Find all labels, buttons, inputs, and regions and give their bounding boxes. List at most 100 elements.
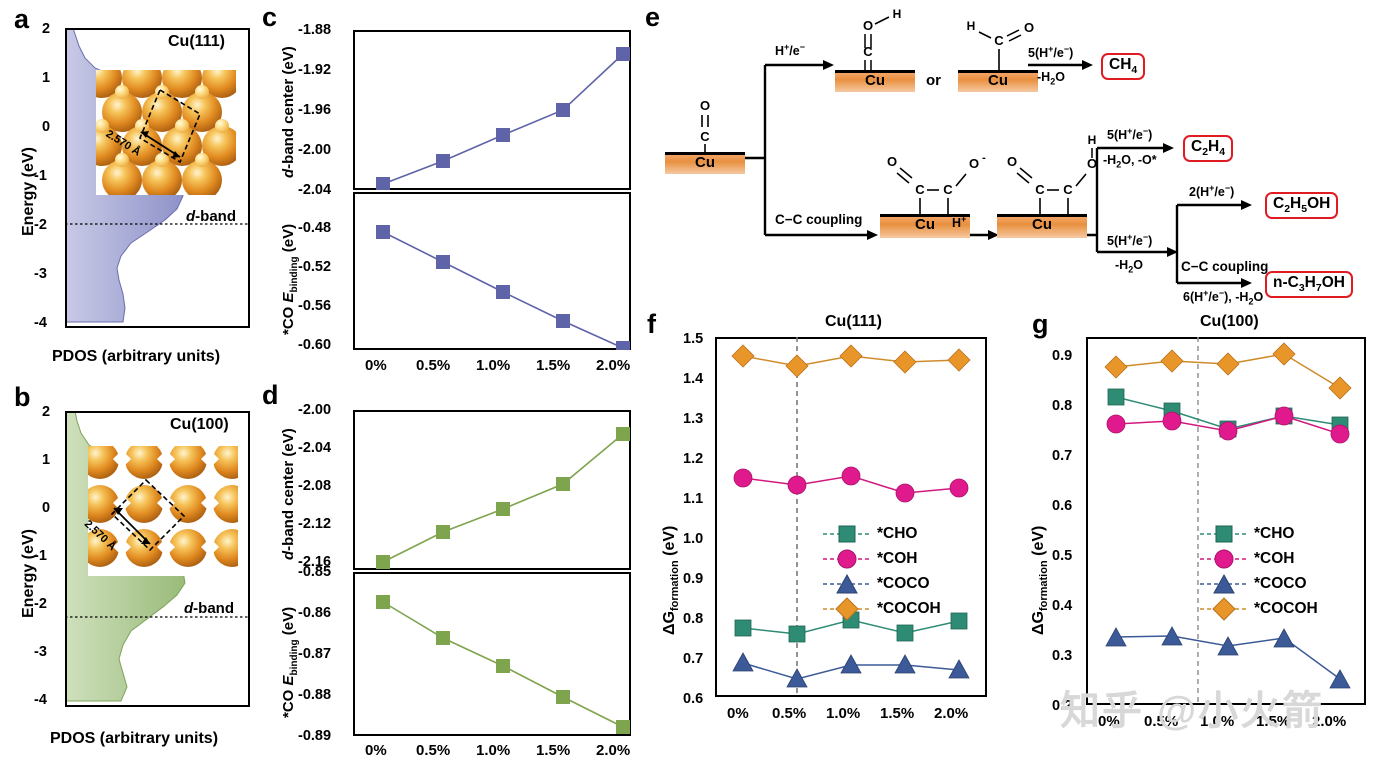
panel-f-ytick-0: 1.5 xyxy=(683,331,704,347)
svg-text:O: O xyxy=(887,154,897,169)
panel-d: d d-band center (eV) -2.00 -2.04 -2.08 -… xyxy=(258,378,643,762)
panel-b-inset-title: Cu(100) xyxy=(170,416,229,433)
panel-e-c3h7oh-arrow-bottom-label: 6(H+/e−), -H2O xyxy=(1183,288,1264,307)
panel-d-top-ytick-1: -2.04 xyxy=(298,440,332,456)
panel-f-xtick-3: 1.5% xyxy=(880,705,915,722)
panel-g-xtick-0: 0% xyxy=(1098,713,1120,730)
panel-c-bot-ytick-2: -0.56 xyxy=(298,298,332,314)
panel-c-top-ytick-0: -1.88 xyxy=(298,22,332,38)
panel-d-bottom-series xyxy=(376,595,630,734)
panel-b-ytick-5: -3 xyxy=(34,644,47,660)
panel-f-ylabel: ΔGformation (eV) xyxy=(661,525,682,635)
panel-f-legend-label-1: *COH xyxy=(877,550,918,567)
panel-a-inset-structure xyxy=(96,70,236,195)
panel-d-top-ylabel: d-band center (eV) xyxy=(280,428,297,560)
panel-g-ytick-2: 0.7 xyxy=(1052,448,1073,464)
panel-c-xtick-0: 0% xyxy=(365,357,387,374)
panel-d-xtick-3: 1.5% xyxy=(536,742,571,759)
panel-g-ytick-0: 0.9 xyxy=(1052,348,1073,364)
panel-g-title: Cu(100) xyxy=(1200,313,1259,330)
panel-e-cu-slab-cocoh: Cu xyxy=(997,214,1087,238)
svg-text:C: C xyxy=(1063,182,1073,197)
watermark: 知乎 @小火箭 xyxy=(1060,689,1325,733)
panel-e-reactant-co: O C xyxy=(665,96,745,162)
panel-d-top-ytick-3: -2.12 xyxy=(298,516,332,532)
panel-c-bottom-frame xyxy=(353,192,631,350)
panel-e-c2h4-arrow-top-label: 5(H+/e−) xyxy=(1107,126,1153,143)
panel-g-ytick-5: 0.4 xyxy=(1052,598,1073,614)
panel-b: b Energy (eV) 2 1 0 -1 -2 -3 -4 xyxy=(0,380,255,762)
panel-a-label: a xyxy=(14,4,30,34)
panel-b-ytick-2: 0 xyxy=(42,500,51,516)
panel-d-bot-ytick-3: -0.88 xyxy=(298,687,332,703)
panel-f-ytick-8: 0.7 xyxy=(683,651,704,667)
panel-g-xtick-1: 0.5% xyxy=(1144,713,1179,730)
panel-f-legend-label-0: *CHO xyxy=(877,525,918,542)
panel-f-ytick-2: 1.3 xyxy=(683,411,704,427)
panel-f-ytick-5: 1.0 xyxy=(683,531,704,547)
panel-g-label: g xyxy=(1032,309,1049,339)
panel-d-xtick-1: 0.5% xyxy=(416,742,451,759)
svg-text:-: - xyxy=(982,152,986,164)
panel-b-dband-label: d-band xyxy=(184,600,234,617)
panel-g-xtick-4: 2.0% xyxy=(1312,713,1347,730)
panel-e-product-c2h4: C2H4 xyxy=(1183,135,1234,163)
panel-e-hplus-label: H+ xyxy=(952,214,967,231)
panel-e: e O xyxy=(645,0,1380,307)
panel-f-ytick-9: 0.6 xyxy=(683,691,704,707)
panel-d-xtick-4: 2.0% xyxy=(596,742,631,759)
panel-e-product-c2h5oh: C2H5OH xyxy=(1265,192,1339,220)
panel-e-cc-coupling-label: C−C coupling xyxy=(775,212,863,227)
panel-e-c3h7oh-arrow-top-label: C−C coupling xyxy=(1181,259,1269,274)
panel-d-bot-ytick-1: -0.86 xyxy=(298,605,332,621)
panel-d-top-series xyxy=(376,427,630,569)
panel-e-lower-arrow-bottom-label: -H2O xyxy=(1115,258,1143,275)
panel-f-xtick-1: 0.5% xyxy=(772,705,807,722)
panel-f-ytick-1: 1.4 xyxy=(683,371,704,387)
panel-e-intermediate-cho: H C O xyxy=(955,8,1045,80)
panel-c-top-frame xyxy=(353,30,631,190)
panel-d-top-frame xyxy=(353,410,631,570)
panel-b-ytick-0: 2 xyxy=(42,404,51,420)
panel-f-xtick-4: 2.0% xyxy=(934,705,969,722)
panel-a-inset-title: Cu(111) xyxy=(168,33,225,50)
panel-c-top-ylabel: d-band center (eV) xyxy=(280,46,297,178)
panel-c-top-ytick-2: -1.96 xyxy=(298,102,332,118)
panel-c-top-ytick-4: -2.04 xyxy=(298,182,332,198)
panel-c-bot-ytick-1: -0.52 xyxy=(298,259,332,275)
panel-e-intermediate-coco: O C C O - xyxy=(880,140,990,220)
panel-f-ytick-7: 0.8 xyxy=(683,611,704,627)
panel-a-ytick-2: 0 xyxy=(42,119,51,135)
panel-f-xtick-2: 1.0% xyxy=(826,705,861,722)
panel-e-cu-slab-coco: Cu xyxy=(880,214,970,238)
panel-e-or-label: or xyxy=(926,72,941,89)
panel-e-intermediate-cocoh: O C C O H xyxy=(1000,128,1110,220)
panel-g-ytick-4: 0.5 xyxy=(1052,548,1073,564)
panel-g-xtick-2: 1.0% xyxy=(1200,713,1235,730)
panel-g-legend-label-1: *COH xyxy=(1254,550,1295,567)
panel-b-ytick-3: -1 xyxy=(34,548,47,564)
svg-text:O: O xyxy=(863,18,873,33)
panel-f-title: Cu(111) xyxy=(825,313,882,330)
panel-c-bottom-series xyxy=(376,225,630,350)
panel-f-series xyxy=(731,337,971,697)
panel-b-frame xyxy=(65,411,250,707)
panel-g-ylabel: ΔGformation (eV) xyxy=(1030,525,1051,635)
panel-e-cu-slab-coh: Cu xyxy=(835,70,915,92)
panel-e-cu-slab-cho: Cu xyxy=(958,70,1038,92)
panel-f-frame xyxy=(715,337,987,697)
panel-c-top-ytick-1: -1.92 xyxy=(298,62,332,78)
panel-d-bot-ytick-0: -0.85 xyxy=(298,564,332,580)
panel-f-xtick-0: 0% xyxy=(727,705,749,722)
panel-g-legend-label-0: *CHO xyxy=(1254,525,1295,542)
panel-e-ch4-arrow-bottom-label: -H2O xyxy=(1037,70,1065,87)
panel-e-cu-slab-reactant: Cu xyxy=(665,152,745,174)
panel-e-product-c3h7oh: n-C3H7OH xyxy=(1265,271,1353,299)
panel-a-ytick-4: -2 xyxy=(34,217,47,233)
panel-c-top-series xyxy=(376,47,630,190)
svg-text:C: C xyxy=(863,44,873,59)
panel-d-label: d xyxy=(262,380,279,410)
svg-text:O: O xyxy=(969,156,979,171)
panel-e-intermediate-coh: O H C xyxy=(835,8,925,80)
svg-text:H: H xyxy=(893,8,902,21)
